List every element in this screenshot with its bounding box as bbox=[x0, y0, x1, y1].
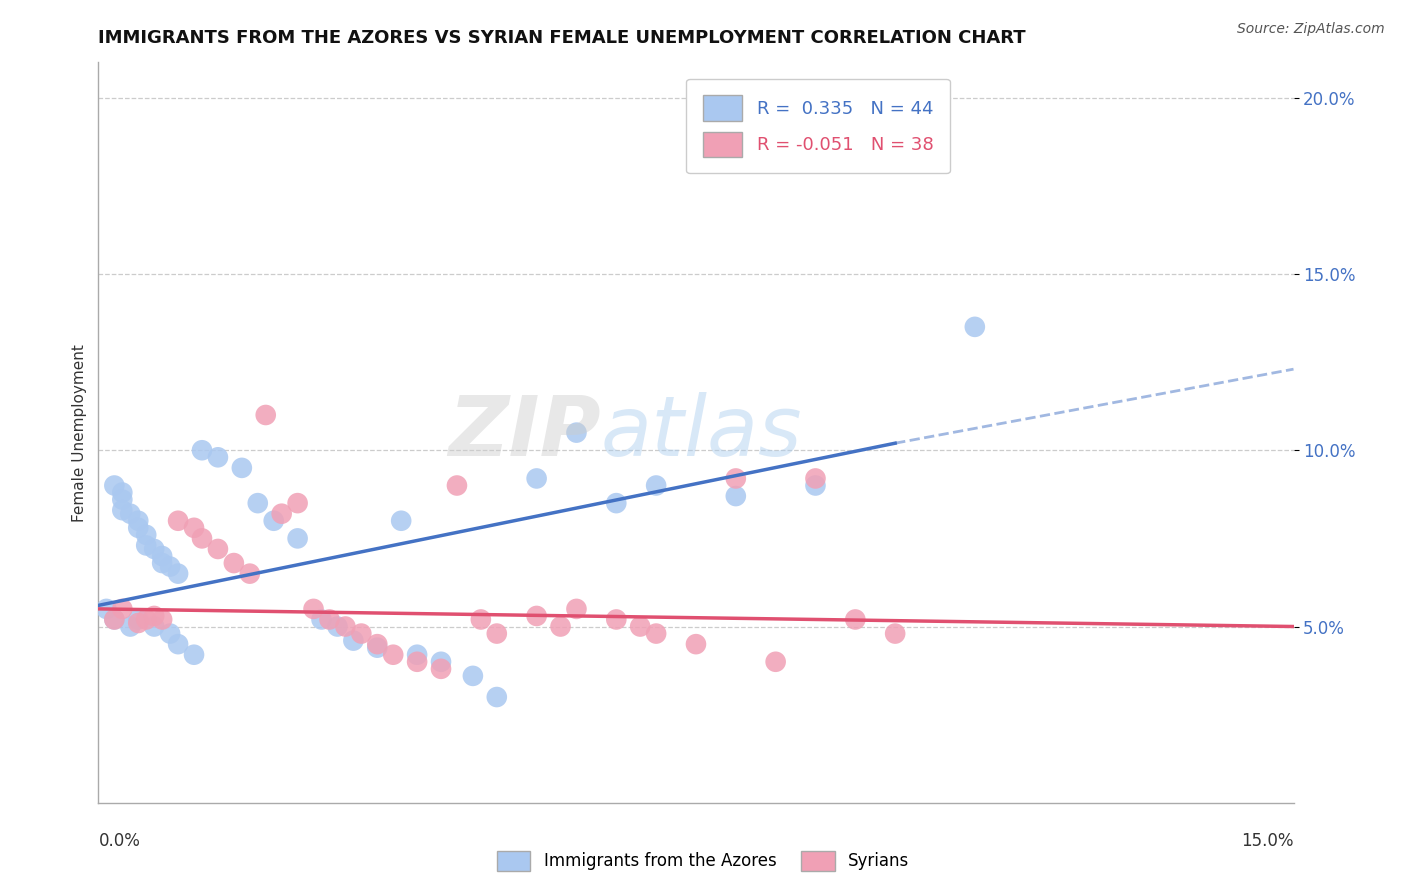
Point bbox=[111, 602, 134, 616]
Point bbox=[389, 514, 412, 528]
Point bbox=[804, 471, 827, 485]
Point bbox=[270, 507, 292, 521]
Point bbox=[342, 633, 364, 648]
Point bbox=[222, 556, 245, 570]
Point bbox=[366, 637, 388, 651]
Point bbox=[804, 478, 827, 492]
Point bbox=[150, 549, 173, 563]
Point bbox=[685, 637, 707, 651]
Point bbox=[183, 521, 205, 535]
Point bbox=[382, 648, 405, 662]
Point bbox=[111, 503, 134, 517]
Point bbox=[844, 612, 866, 626]
Point bbox=[103, 612, 125, 626]
Point bbox=[135, 528, 157, 542]
Point bbox=[239, 566, 262, 581]
Point bbox=[150, 612, 173, 626]
Point bbox=[326, 619, 349, 633]
Point bbox=[461, 669, 484, 683]
Point bbox=[485, 690, 508, 704]
Point bbox=[167, 566, 190, 581]
Point bbox=[191, 443, 214, 458]
Text: 0.0%: 0.0% bbox=[98, 832, 141, 850]
Point bbox=[143, 609, 166, 624]
Point bbox=[605, 496, 627, 510]
Point bbox=[159, 626, 181, 640]
Point bbox=[302, 602, 325, 616]
Point bbox=[143, 541, 166, 556]
Point bbox=[159, 559, 181, 574]
Legend: Immigrants from the Azores, Syrians: Immigrants from the Azores, Syrians bbox=[488, 842, 918, 880]
Point bbox=[550, 619, 572, 633]
Point bbox=[406, 655, 429, 669]
Point bbox=[884, 626, 907, 640]
Point bbox=[645, 626, 668, 640]
Point bbox=[183, 648, 205, 662]
Point bbox=[430, 662, 453, 676]
Point bbox=[628, 619, 651, 633]
Point bbox=[127, 514, 149, 528]
Point bbox=[127, 615, 149, 630]
Point bbox=[963, 319, 986, 334]
Point bbox=[246, 496, 269, 510]
Point bbox=[526, 609, 548, 624]
Point bbox=[645, 478, 668, 492]
Point bbox=[231, 461, 253, 475]
Point bbox=[311, 612, 333, 626]
Point bbox=[111, 485, 134, 500]
Point bbox=[526, 471, 548, 485]
Point bbox=[406, 648, 429, 662]
Point bbox=[565, 602, 588, 616]
Text: Source: ZipAtlas.com: Source: ZipAtlas.com bbox=[1237, 22, 1385, 37]
Point bbox=[765, 655, 787, 669]
Point bbox=[470, 612, 492, 626]
Point bbox=[287, 496, 309, 510]
Text: 15.0%: 15.0% bbox=[1241, 832, 1294, 850]
Y-axis label: Female Unemployment: Female Unemployment bbox=[72, 343, 87, 522]
Point bbox=[366, 640, 388, 655]
Point bbox=[143, 619, 166, 633]
Point bbox=[287, 532, 309, 546]
Text: atlas: atlas bbox=[600, 392, 801, 473]
Point bbox=[120, 619, 142, 633]
Point bbox=[96, 602, 118, 616]
Text: IMMIGRANTS FROM THE AZORES VS SYRIAN FEMALE UNEMPLOYMENT CORRELATION CHART: IMMIGRANTS FROM THE AZORES VS SYRIAN FEM… bbox=[98, 29, 1026, 47]
Point bbox=[207, 541, 229, 556]
Point bbox=[605, 612, 627, 626]
Point bbox=[135, 612, 157, 626]
Point bbox=[167, 637, 190, 651]
Point bbox=[135, 538, 157, 552]
Point bbox=[127, 612, 149, 626]
Point bbox=[263, 514, 285, 528]
Point bbox=[167, 514, 190, 528]
Point bbox=[318, 612, 340, 626]
Point bbox=[127, 521, 149, 535]
Legend: R =  0.335   N = 44, R = -0.051   N = 38: R = 0.335 N = 44, R = -0.051 N = 38 bbox=[686, 78, 950, 173]
Point bbox=[103, 612, 125, 626]
Point bbox=[724, 471, 747, 485]
Point bbox=[111, 492, 134, 507]
Point bbox=[724, 489, 747, 503]
Point bbox=[150, 556, 173, 570]
Point bbox=[565, 425, 588, 440]
Point bbox=[446, 478, 468, 492]
Point bbox=[191, 532, 214, 546]
Point bbox=[350, 626, 373, 640]
Point bbox=[335, 619, 357, 633]
Point bbox=[120, 507, 142, 521]
Point bbox=[430, 655, 453, 669]
Point bbox=[207, 450, 229, 465]
Text: ZIP: ZIP bbox=[447, 392, 600, 473]
Point bbox=[103, 478, 125, 492]
Point bbox=[485, 626, 508, 640]
Point bbox=[254, 408, 277, 422]
